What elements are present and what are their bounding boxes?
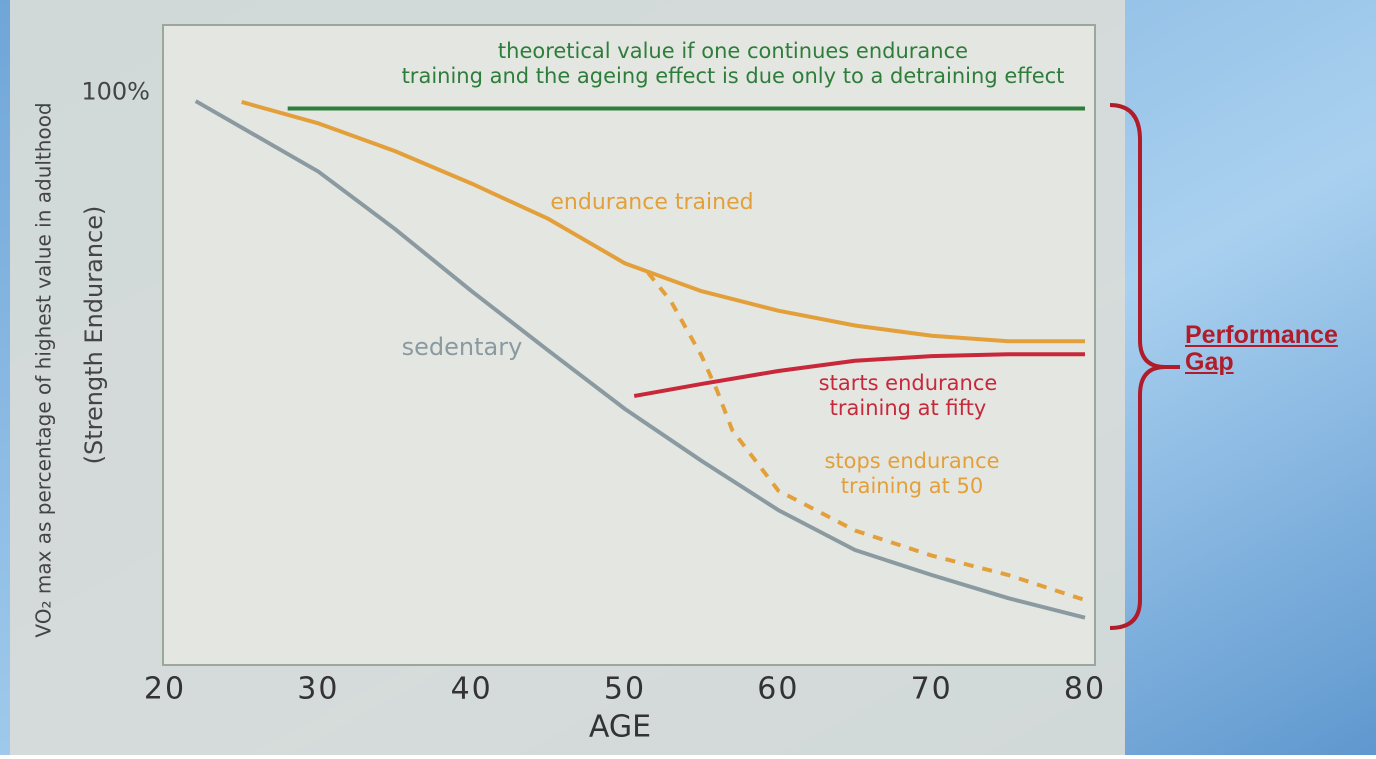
chart: AGE VO₂ max as percentage of highest val… xyxy=(0,0,1376,755)
annotation: theoretical value if one continues endur… xyxy=(402,39,1065,88)
x-tick-label: 80 xyxy=(1064,672,1106,707)
series-label: endurance trained xyxy=(550,190,753,215)
y-tick-label: 100% xyxy=(81,77,150,105)
series-label: sedentary xyxy=(402,333,523,361)
x-tick-label: 40 xyxy=(451,672,493,707)
annotation: Performance Gap xyxy=(1185,322,1365,376)
x-tick-label: 50 xyxy=(604,672,646,707)
x-axis-label: AGE xyxy=(589,710,651,745)
x-tick-label: 30 xyxy=(297,672,339,707)
y-axis-label-2: (Strength Endurance) xyxy=(80,206,108,465)
annotation-box: Performance Gap xyxy=(1185,322,1375,402)
x-tick-label: 20 xyxy=(144,672,186,707)
y-axis-label: VO₂ max as percentage of highest value i… xyxy=(32,102,56,637)
x-tick-label: 60 xyxy=(757,672,799,707)
x-tick-label: 70 xyxy=(911,672,953,707)
